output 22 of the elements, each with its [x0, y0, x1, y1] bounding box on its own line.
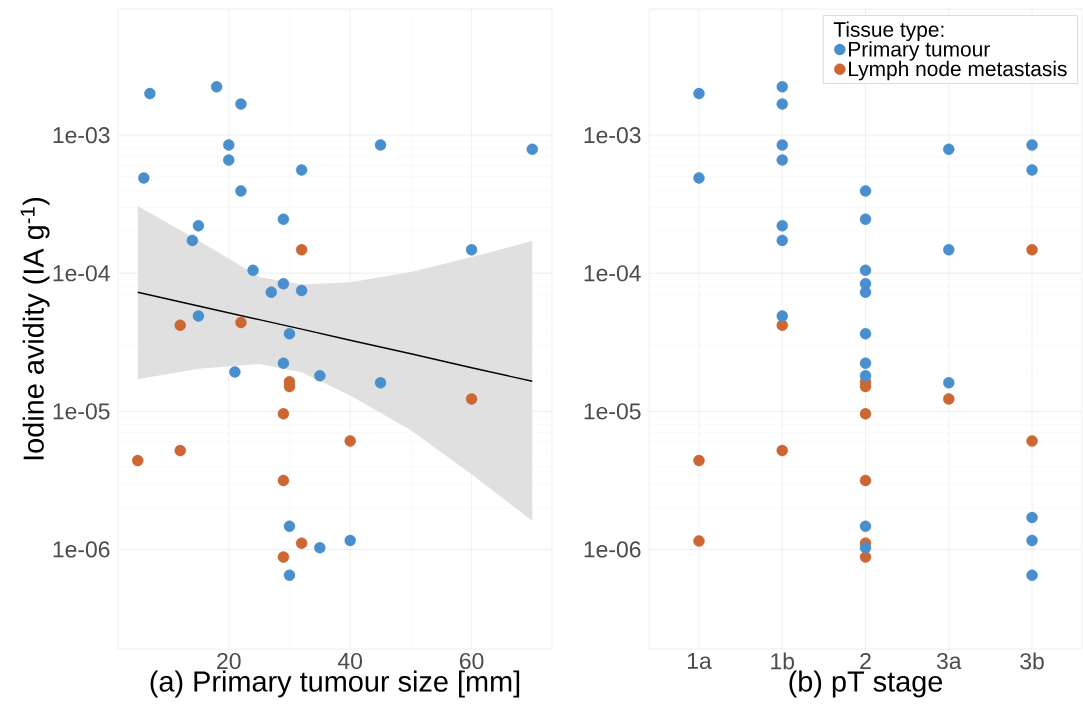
y-tick-label: 1e-05	[53, 403, 110, 420]
x-tick-label: 3b	[1020, 652, 1044, 670]
x-axis-title: (a) Primary tumour size [mm]	[150, 670, 520, 698]
y-tick-label: 1e-03	[584, 127, 641, 144]
x-axis-title: (b) pT stage	[789, 670, 943, 698]
y-tick-label: 1e-04	[53, 265, 110, 282]
y-tick-label: 1e-06	[53, 541, 110, 558]
x-tick-label: 1a	[687, 653, 712, 669]
y-axis-title: Iodine avidity (IA g$^{-1}$)	[20, 197, 50, 460]
y-tick-label: 1e-06	[584, 541, 641, 558]
legend-label: Primary tumour	[849, 41, 990, 61]
legend-title: Tissue type:	[833, 21, 944, 42]
x-tick-label: 3a	[936, 652, 962, 670]
y-tick-label: 1e-03	[53, 127, 110, 144]
x-tick-label: 20	[217, 652, 241, 670]
x-tick-label: 2	[860, 653, 871, 669]
y-tick-label: 1e-05	[584, 403, 641, 420]
x-tick-label: 40	[337, 652, 363, 670]
x-tick-label: 1b	[771, 652, 795, 670]
y-tick-label: 1e-04	[584, 265, 641, 282]
x-tick-label: 60	[459, 652, 484, 670]
legend-label: Lymph node metastasis	[849, 60, 1067, 81]
